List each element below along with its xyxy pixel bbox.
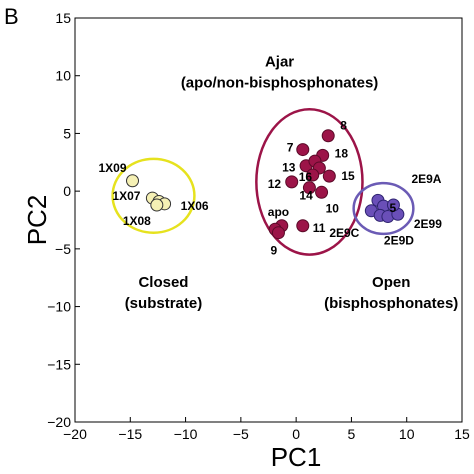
point-label: 1X08 bbox=[123, 214, 151, 228]
point-label: apo bbox=[268, 205, 289, 219]
y-axis-label: PC2 bbox=[22, 195, 52, 246]
data-point bbox=[306, 168, 320, 182]
group-ellipse bbox=[111, 157, 196, 234]
point-label: 2E9D bbox=[384, 234, 414, 248]
group-label: Closed bbox=[138, 274, 188, 291]
point-label: 8 bbox=[340, 119, 347, 133]
group-label: (substrate) bbox=[125, 295, 203, 312]
point-label: 18 bbox=[335, 146, 349, 160]
x-axis-label: PC1 bbox=[271, 442, 322, 472]
data-point bbox=[321, 129, 335, 143]
group-label: Ajar bbox=[265, 53, 294, 70]
point-label: 7 bbox=[287, 141, 294, 155]
x-tick-label: 10 bbox=[399, 426, 415, 442]
panel-label: B bbox=[4, 4, 19, 29]
group-labels: Ajar (apo/non-bisphosphonates) Closed (subs… bbox=[125, 53, 459, 311]
y-tick-label: −10 bbox=[47, 299, 71, 315]
point-label: 12 bbox=[268, 177, 282, 191]
y-tick-label: −5 bbox=[55, 241, 71, 257]
data-point bbox=[296, 143, 310, 157]
data-point bbox=[315, 185, 329, 199]
x-tick-label: 5 bbox=[348, 426, 356, 442]
point-label: 2E9A bbox=[411, 172, 441, 186]
data-point bbox=[285, 175, 299, 189]
point-label: 15 bbox=[341, 169, 355, 183]
x-tick-label: 15 bbox=[454, 426, 470, 442]
y-tick-label: −20 bbox=[47, 414, 71, 430]
group-label: (bisphosphonates) bbox=[324, 295, 458, 312]
point-label: 16 bbox=[299, 170, 313, 184]
point-label: 14 bbox=[299, 189, 313, 203]
data-point bbox=[125, 174, 139, 188]
data-points bbox=[125, 129, 405, 240]
group-label: (apo/non-bisphosphonates) bbox=[181, 74, 378, 91]
x-tick-label: −15 bbox=[118, 426, 142, 442]
x-tick-label: −20 bbox=[63, 426, 87, 442]
group-label: Open bbox=[372, 274, 410, 291]
data-point bbox=[322, 169, 336, 183]
point-label: 1X06 bbox=[181, 199, 209, 213]
point-label: 2E99 bbox=[414, 217, 442, 231]
data-point bbox=[150, 198, 164, 212]
x-tick-label: −10 bbox=[174, 426, 198, 442]
point-label: 10 bbox=[326, 201, 340, 215]
y-tick-label: 15 bbox=[55, 10, 71, 26]
point-label: 5 bbox=[389, 201, 396, 215]
point-label: 1X07 bbox=[112, 189, 140, 203]
data-point bbox=[271, 226, 285, 240]
y-tick-label: −15 bbox=[47, 356, 71, 372]
y-tick-label: 5 bbox=[63, 125, 71, 141]
y-tick-label: 10 bbox=[55, 68, 71, 84]
point-labels: 1X09 1X07 1X06 1X08 7 8 13 18 16 15 12 14 10 apo 9 11 5 2… bbox=[98, 119, 442, 258]
point-label: 11 bbox=[313, 221, 326, 235]
data-point bbox=[296, 219, 310, 233]
point-label: 2E9C bbox=[329, 226, 359, 240]
x-axis-ticks: −20 −15 −10 −5 0 5 10 15 bbox=[63, 417, 470, 442]
point-label: 9 bbox=[270, 244, 277, 258]
data-point bbox=[302, 181, 316, 195]
data-point bbox=[386, 198, 400, 212]
x-tick-label: 0 bbox=[292, 426, 300, 442]
x-tick-label: −5 bbox=[233, 426, 249, 442]
group-ellipses bbox=[111, 107, 415, 256]
point-label: 1X09 bbox=[98, 161, 126, 175]
group-ellipse bbox=[255, 107, 364, 256]
point-label: 13 bbox=[282, 161, 296, 175]
y-tick-label: 0 bbox=[63, 183, 71, 199]
y-axis-ticks: −20 −15 −10 −5 0 5 10 15 bbox=[47, 10, 80, 430]
group-ellipse bbox=[352, 181, 415, 236]
